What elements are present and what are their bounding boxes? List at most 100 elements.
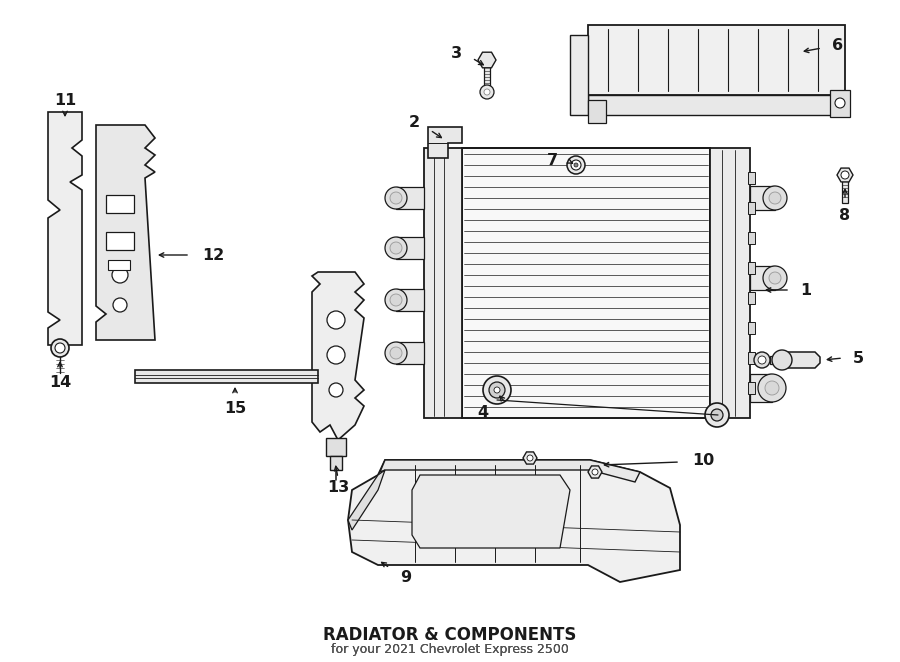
Circle shape bbox=[385, 342, 407, 364]
Polygon shape bbox=[748, 382, 755, 394]
Circle shape bbox=[55, 343, 65, 353]
Text: 2: 2 bbox=[409, 115, 420, 130]
Text: 8: 8 bbox=[840, 207, 850, 222]
Text: 15: 15 bbox=[224, 401, 246, 416]
Circle shape bbox=[484, 89, 490, 95]
Polygon shape bbox=[748, 262, 755, 274]
Text: 14: 14 bbox=[49, 375, 71, 389]
Polygon shape bbox=[396, 187, 424, 209]
Polygon shape bbox=[380, 460, 640, 482]
Circle shape bbox=[385, 187, 407, 209]
Bar bbox=[842, 181, 848, 203]
Polygon shape bbox=[770, 356, 782, 364]
Bar bbox=[330, 456, 342, 470]
Circle shape bbox=[758, 374, 786, 402]
Polygon shape bbox=[396, 289, 424, 311]
Bar bbox=[484, 67, 490, 87]
Circle shape bbox=[390, 242, 402, 254]
Polygon shape bbox=[830, 90, 850, 117]
Bar bbox=[462, 148, 710, 418]
Bar bbox=[106, 195, 134, 213]
Circle shape bbox=[705, 403, 729, 427]
Circle shape bbox=[113, 298, 127, 312]
Circle shape bbox=[527, 455, 533, 461]
Circle shape bbox=[765, 381, 779, 395]
Polygon shape bbox=[748, 232, 755, 244]
Polygon shape bbox=[412, 475, 570, 548]
Circle shape bbox=[390, 192, 402, 204]
Polygon shape bbox=[782, 352, 820, 368]
Circle shape bbox=[489, 382, 505, 398]
Circle shape bbox=[483, 376, 511, 404]
Text: 1: 1 bbox=[800, 283, 811, 297]
Polygon shape bbox=[837, 168, 853, 182]
Polygon shape bbox=[710, 148, 750, 418]
Bar bbox=[106, 232, 134, 250]
Polygon shape bbox=[750, 186, 775, 210]
Circle shape bbox=[567, 156, 585, 174]
Polygon shape bbox=[588, 25, 845, 95]
Circle shape bbox=[329, 383, 343, 397]
Circle shape bbox=[571, 160, 581, 170]
Polygon shape bbox=[588, 100, 606, 123]
Circle shape bbox=[51, 339, 69, 357]
Circle shape bbox=[390, 294, 402, 306]
Circle shape bbox=[769, 192, 781, 204]
Circle shape bbox=[754, 352, 770, 368]
Circle shape bbox=[763, 186, 787, 210]
Polygon shape bbox=[135, 370, 318, 383]
Text: 6: 6 bbox=[832, 38, 843, 52]
Polygon shape bbox=[396, 342, 424, 364]
Circle shape bbox=[841, 171, 849, 179]
Polygon shape bbox=[424, 148, 462, 418]
Polygon shape bbox=[748, 352, 755, 364]
Polygon shape bbox=[96, 125, 155, 340]
Polygon shape bbox=[748, 202, 755, 214]
Circle shape bbox=[763, 266, 787, 290]
Text: for your 2021 Chevrolet Express 2500: for your 2021 Chevrolet Express 2500 bbox=[331, 643, 569, 657]
Circle shape bbox=[592, 469, 598, 475]
Text: 9: 9 bbox=[400, 571, 411, 585]
Circle shape bbox=[574, 163, 578, 167]
Polygon shape bbox=[523, 452, 537, 464]
Polygon shape bbox=[750, 266, 775, 290]
Polygon shape bbox=[750, 374, 772, 402]
Polygon shape bbox=[588, 466, 602, 478]
Text: 4: 4 bbox=[477, 404, 488, 420]
Circle shape bbox=[835, 98, 845, 108]
Polygon shape bbox=[348, 470, 385, 530]
Circle shape bbox=[711, 409, 723, 421]
Text: 7: 7 bbox=[547, 152, 558, 167]
Text: 13: 13 bbox=[327, 481, 349, 495]
Text: 10: 10 bbox=[692, 453, 715, 467]
Polygon shape bbox=[588, 95, 845, 115]
Text: 12: 12 bbox=[202, 248, 224, 263]
Bar bbox=[108, 260, 130, 270]
Polygon shape bbox=[428, 127, 462, 158]
Circle shape bbox=[327, 346, 345, 364]
Circle shape bbox=[494, 387, 500, 393]
Text: 3: 3 bbox=[451, 46, 462, 60]
Circle shape bbox=[772, 350, 792, 370]
Circle shape bbox=[758, 356, 766, 364]
Polygon shape bbox=[478, 52, 496, 68]
Text: 11: 11 bbox=[54, 93, 76, 107]
Polygon shape bbox=[748, 322, 755, 334]
Polygon shape bbox=[48, 112, 82, 345]
Polygon shape bbox=[312, 272, 364, 440]
Circle shape bbox=[385, 237, 407, 259]
Circle shape bbox=[327, 311, 345, 329]
Circle shape bbox=[385, 289, 407, 311]
Polygon shape bbox=[348, 460, 680, 582]
Text: 5: 5 bbox=[853, 350, 864, 365]
Circle shape bbox=[769, 272, 781, 284]
Circle shape bbox=[390, 347, 402, 359]
Bar bbox=[326, 438, 346, 456]
Circle shape bbox=[112, 267, 128, 283]
Polygon shape bbox=[570, 35, 588, 115]
Polygon shape bbox=[748, 172, 755, 184]
Polygon shape bbox=[396, 237, 424, 259]
Text: for your 2021 Chevrolet Express 2500: for your 2021 Chevrolet Express 2500 bbox=[331, 643, 569, 657]
Polygon shape bbox=[748, 292, 755, 304]
Text: RADIATOR & COMPONENTS: RADIATOR & COMPONENTS bbox=[323, 626, 577, 644]
